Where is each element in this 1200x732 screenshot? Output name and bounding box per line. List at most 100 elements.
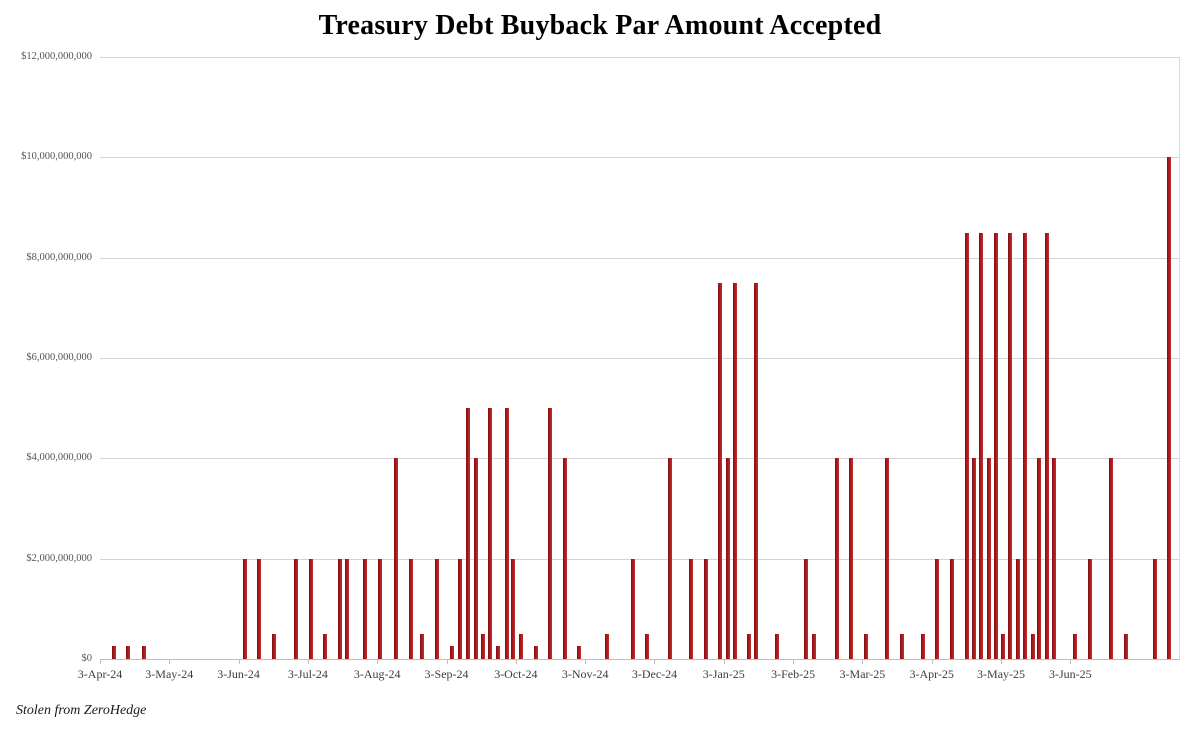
bar	[812, 633, 816, 659]
bar	[689, 558, 693, 659]
bar	[921, 633, 925, 659]
x-axis-tick	[723, 659, 725, 664]
bar	[935, 558, 939, 659]
bar	[563, 458, 567, 659]
plot-area	[100, 57, 1180, 660]
x-axis-tick-label: 3-Oct-24	[494, 667, 538, 681]
bar	[1124, 633, 1128, 659]
bar	[645, 633, 649, 659]
bar	[1088, 558, 1092, 659]
bar	[1001, 633, 1005, 659]
bar	[409, 558, 413, 659]
y-axis-tick-label: $12,000,000,000	[21, 51, 92, 62]
x-axis-tick	[654, 659, 656, 664]
x-axis-line	[100, 659, 1180, 660]
bar	[488, 408, 492, 659]
bar	[965, 232, 969, 659]
bar	[577, 646, 581, 659]
bar	[363, 558, 367, 659]
gridline	[100, 358, 1180, 359]
bar	[323, 633, 327, 659]
bar	[1153, 558, 1157, 659]
bar	[1037, 458, 1041, 659]
bar	[718, 282, 722, 659]
bar	[1045, 232, 1049, 659]
bar	[309, 558, 313, 659]
bar	[900, 633, 904, 659]
x-axis-tick	[585, 659, 587, 664]
gridline	[100, 558, 1180, 560]
bar	[548, 408, 552, 659]
x-axis-tick-label: 3-Jul-24	[287, 667, 328, 681]
bar	[496, 646, 500, 659]
bar	[835, 458, 839, 659]
bar	[394, 458, 398, 659]
bar	[458, 558, 462, 659]
bar	[534, 646, 538, 659]
y-axis-tick-label: $8,000,000,000	[26, 251, 92, 263]
bar	[885, 458, 889, 659]
x-axis-tick	[1001, 659, 1003, 664]
bar	[378, 558, 382, 659]
bar	[747, 633, 751, 659]
x-axis-tick-label: 3-Feb-25	[771, 667, 816, 681]
bar	[505, 408, 509, 659]
x-axis-tick	[169, 659, 171, 664]
bar	[450, 646, 454, 659]
x-axis-tick	[446, 659, 448, 664]
bar	[804, 558, 808, 659]
bar	[272, 633, 276, 659]
x-axis-tick	[238, 659, 240, 664]
x-axis-tick	[1070, 659, 1072, 664]
y-axis-tick-label: $6,000,000,000	[26, 352, 92, 363]
x-axis-tick-label: 3-Jun-24	[217, 667, 260, 681]
x-axis-tick-label: 3-Apr-25	[909, 667, 954, 681]
y-axis-tick-label: $2,000,000,000	[26, 552, 92, 564]
gridline	[100, 157, 1180, 159]
bar	[338, 558, 342, 659]
bar	[987, 458, 991, 659]
bar	[754, 282, 758, 659]
x-axis-tick-label: 3-Jan-25	[702, 667, 745, 681]
bar	[605, 633, 609, 659]
bar	[1008, 232, 1012, 659]
bar	[1052, 458, 1056, 659]
x-axis-tick-label: 3-Sep-24	[424, 667, 469, 681]
bar	[994, 232, 998, 659]
y-axis-tick-label: $0	[81, 653, 93, 664]
bar	[294, 558, 298, 659]
y-axis-tick-label: $10,000,000,000	[21, 151, 92, 163]
bar	[631, 558, 635, 659]
bar	[345, 558, 349, 659]
bar	[481, 633, 485, 659]
bar	[733, 282, 737, 659]
bar	[420, 633, 424, 659]
bar	[1073, 633, 1077, 659]
bar	[474, 458, 478, 659]
x-axis-tick-label: 3-Aug-24	[353, 667, 401, 681]
x-axis-tick-label: 3-Mar-25	[839, 667, 886, 681]
x-axis-tick-label: 3-Jun-25	[1049, 667, 1092, 681]
footer-credit: Stolen from ZeroHedge	[16, 703, 147, 718]
gridline	[100, 458, 1180, 460]
bar	[864, 633, 868, 659]
bar	[849, 458, 853, 659]
x-axis-tick	[307, 659, 309, 664]
x-axis-tick-label: 3-Dec-24	[631, 667, 678, 681]
bar	[726, 458, 730, 659]
x-axis-tick-label: 3-Apr-24	[77, 667, 123, 681]
bar	[435, 558, 439, 659]
bar	[668, 458, 672, 659]
bar	[112, 646, 116, 659]
x-axis-tick-label: 3-Nov-24	[561, 667, 609, 681]
bar	[979, 232, 983, 659]
bar	[511, 558, 515, 659]
chart-title: Treasury Debt Buyback Par Amount Accepte…	[318, 10, 882, 41]
bar	[950, 558, 954, 659]
bar	[126, 646, 130, 659]
y-axis-tick-label: $4,000,000,000	[26, 452, 92, 464]
plot-right-border	[1179, 57, 1180, 659]
bar	[142, 646, 146, 659]
x-axis-tick	[515, 659, 517, 664]
